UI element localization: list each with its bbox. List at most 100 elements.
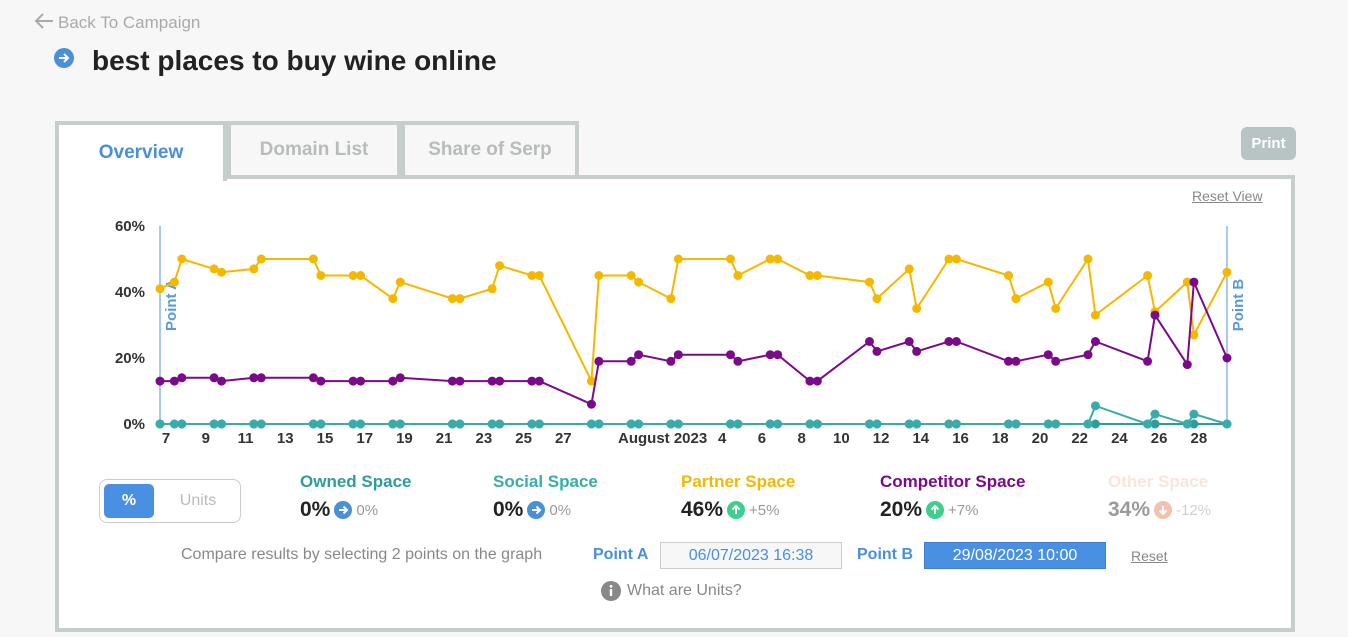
- series-point: [1222, 267, 1232, 277]
- series-point: [527, 419, 537, 429]
- x-tick-label: 14: [912, 430, 929, 447]
- series-point: [308, 373, 318, 383]
- point-marker-label: Point B: [1230, 279, 1247, 332]
- series-point: [249, 419, 259, 429]
- stat-name: Owned Space: [300, 472, 412, 491]
- back-arrow[interactable]: [33, 12, 55, 30]
- series-point: [1189, 277, 1199, 287]
- trend-icon: [527, 501, 546, 519]
- help-link[interactable]: What are Units?: [627, 582, 742, 599]
- series-point: [725, 350, 735, 360]
- series-point: [1090, 401, 1100, 411]
- x-tick-label: 8: [797, 430, 805, 447]
- series-point: [673, 419, 683, 429]
- series-point: [169, 277, 179, 287]
- series-point: [447, 376, 457, 386]
- series-point: [356, 376, 366, 386]
- series-point: [534, 376, 544, 386]
- y-tick-label: 60%: [115, 218, 145, 235]
- tab[interactable]: Domain List: [227, 121, 401, 175]
- series-point: [944, 337, 954, 346]
- series-point: [586, 399, 596, 409]
- tab[interactable]: Share of Serp: [401, 121, 579, 175]
- x-tick-label: 23: [476, 430, 493, 447]
- x-tick-label: 16: [952, 430, 969, 447]
- series-point: [527, 376, 537, 386]
- info-icon: [601, 581, 621, 601]
- x-tick-label: 4: [718, 430, 727, 447]
- series-point: [1051, 419, 1061, 429]
- print-button[interactable]: Print: [1241, 127, 1296, 160]
- series-point: [487, 376, 497, 386]
- series-point: [316, 419, 326, 429]
- series-point: [865, 419, 875, 429]
- series-point: [455, 419, 465, 429]
- series-point: [348, 419, 358, 429]
- series-point: [388, 294, 398, 304]
- trend-icon: [334, 501, 353, 519]
- series-point: [1083, 350, 1093, 360]
- stat[interactable]: Owned Space 0% 0%: [300, 472, 411, 522]
- series-point: [249, 264, 259, 274]
- series-point: [495, 376, 505, 386]
- point-b-input[interactable]: 29/08/2023 10:00: [924, 542, 1106, 569]
- series-point: [733, 419, 743, 429]
- series-point: [1143, 356, 1153, 366]
- series-point: [733, 271, 743, 280]
- title-icon: [54, 48, 74, 68]
- trend-icon: [727, 501, 746, 519]
- reset-link[interactable]: Reset: [1131, 548, 1168, 564]
- series-point: [348, 271, 358, 280]
- series-point: [155, 419, 165, 429]
- series-point: [904, 264, 914, 274]
- series-point: [872, 346, 882, 356]
- stat[interactable]: Competitor Space 20% +7%: [880, 472, 1025, 522]
- series-point: [586, 376, 596, 386]
- x-tick-label: 21: [436, 430, 453, 447]
- series-point: [805, 376, 815, 386]
- series-point: [1150, 409, 1160, 419]
- trend-icon: [1154, 501, 1173, 519]
- series-point: [495, 261, 505, 271]
- series-point: [634, 350, 644, 360]
- series-point: [765, 254, 775, 264]
- series-point: [626, 271, 636, 280]
- series-point: [217, 419, 227, 429]
- reset-view[interactable]: Reset View: [1192, 188, 1263, 204]
- stat[interactable]: Partner Space 46% +5%: [681, 472, 795, 522]
- series-point: [1189, 330, 1199, 340]
- series-point: [594, 271, 604, 280]
- series-point: [1011, 294, 1021, 304]
- series-point: [177, 254, 187, 264]
- series-point: [1182, 277, 1192, 287]
- x-tick-label: 13: [277, 430, 294, 447]
- series-point: [594, 356, 604, 366]
- stat-row: 20% +7%: [880, 498, 1025, 522]
- series-point: [1090, 310, 1100, 320]
- stat[interactable]: Other Space 34% -12%: [1108, 472, 1211, 522]
- stat[interactable]: Social Space 0% 0%: [493, 472, 598, 522]
- chart: 0% 20% 40% 60% 7 9 11 13 15 17 19 21 23 25 27 August 20…: [115, 218, 1247, 447]
- back-link[interactable]: Back To Campaign: [58, 13, 201, 32]
- tab[interactable]: Overview: [55, 121, 227, 181]
- series-point: [447, 294, 457, 304]
- stat-value: 0%: [300, 498, 331, 521]
- series-point: [1150, 419, 1160, 429]
- trend-icon: [926, 501, 945, 519]
- series-point: [527, 271, 537, 280]
- toggle-percent[interactable]: %: [104, 484, 154, 518]
- series-point: [217, 376, 227, 386]
- point-a-input[interactable]: 06/07/2023 16:38: [660, 542, 842, 569]
- series-point: [773, 419, 783, 429]
- series-point: [765, 419, 775, 429]
- series-point: [1043, 277, 1053, 287]
- series-point: [177, 373, 187, 383]
- point-a-label: Point A: [593, 546, 649, 563]
- series-point: [534, 419, 544, 429]
- series-point: [586, 419, 596, 429]
- stat-name: Other Space: [1108, 472, 1209, 491]
- toggle-units[interactable]: Units: [179, 492, 217, 509]
- series-point: [1051, 304, 1061, 313]
- x-tick-label: 17: [356, 430, 373, 447]
- unit-toggle: % Units: [99, 479, 241, 523]
